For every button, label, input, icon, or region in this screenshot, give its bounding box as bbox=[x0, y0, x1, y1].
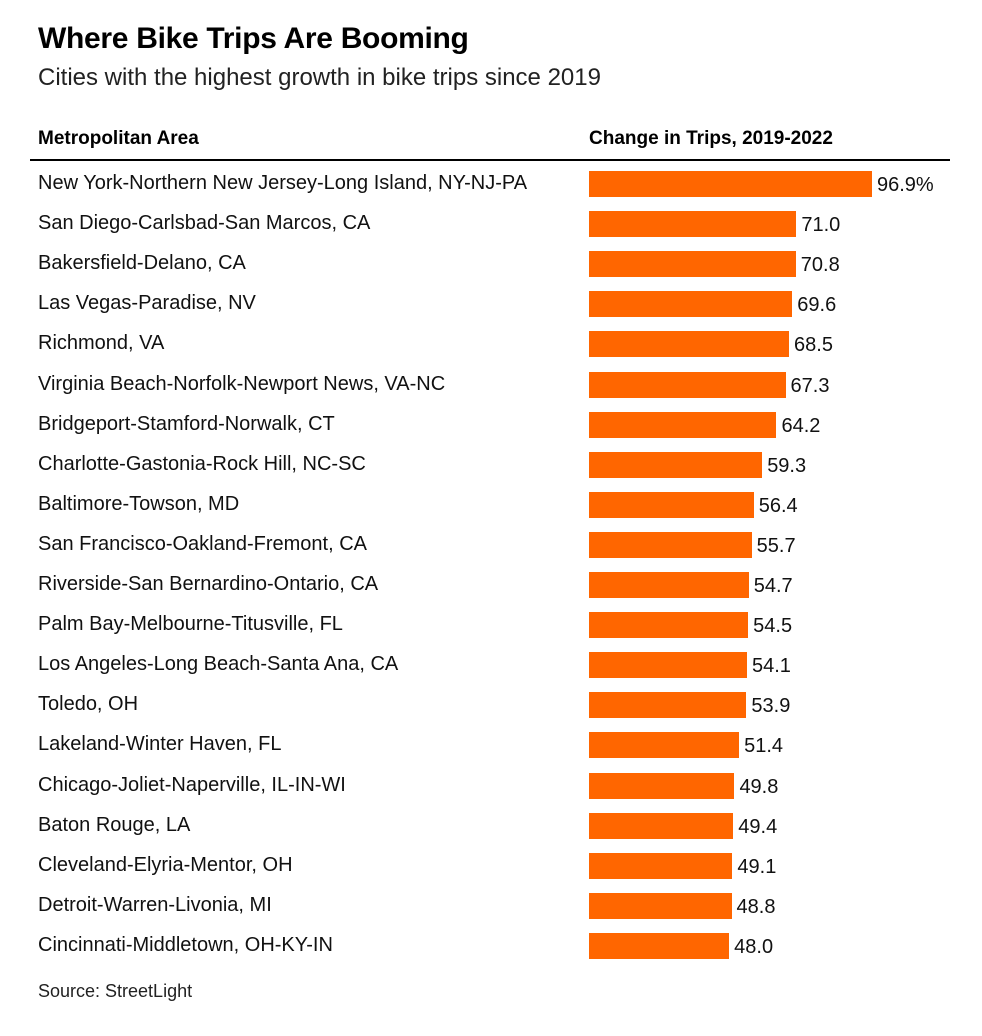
bar bbox=[589, 331, 790, 358]
bar bbox=[589, 692, 747, 719]
metro-area-label: Toledo, OH bbox=[38, 693, 139, 716]
bar bbox=[589, 451, 763, 478]
metro-area-label: Charlotte-Gastonia-Rock Hill, NC-SC bbox=[38, 452, 366, 475]
metro-area-label: Lakeland-Winter Haven, FL bbox=[38, 733, 282, 756]
bar bbox=[589, 531, 752, 558]
metro-area-label: Baltimore-Towson, MD bbox=[38, 492, 240, 515]
value-label: 54.1 bbox=[752, 655, 791, 678]
metro-area-label: Las Vegas-Paradise, NV bbox=[38, 292, 256, 315]
value-label: 55.7 bbox=[756, 534, 796, 557]
table-row: Toledo, OH 53.9 bbox=[0, 691, 982, 731]
table-row: New York-Northern New Jersey-Long Island… bbox=[0, 170, 982, 210]
metro-area-label: San Francisco-Oakland-Fremont, CA bbox=[38, 532, 368, 555]
value-label: 48.8 bbox=[736, 895, 776, 918]
table-row: Baltimore-Towson, MD 56.4 bbox=[0, 491, 982, 531]
metro-area-label: San Diego-Carlsbad-San Marcos, CA bbox=[38, 212, 371, 235]
metro-area-label: Richmond, VA bbox=[38, 332, 165, 355]
metro-area-label: Cincinnati-Middletown, OH-KY-IN bbox=[38, 933, 333, 956]
bar bbox=[589, 291, 793, 318]
chart-subtitle: Cities with the highest growth in bike t… bbox=[38, 64, 601, 91]
chart-title: Where Bike Trips Are Booming bbox=[38, 22, 469, 55]
metro-area-label: Riverside-San Bernardino-Ontario, CA bbox=[38, 573, 379, 595]
value-label: 96.9% bbox=[877, 174, 934, 196]
bar bbox=[589, 892, 732, 919]
source-note: Source: StreetLight bbox=[38, 981, 193, 1001]
value-label: 56.4 bbox=[758, 494, 798, 517]
bar bbox=[589, 652, 747, 679]
table-row: Las Vegas-Paradise, NV 69.6 bbox=[0, 290, 982, 330]
table-row: Lakeland-Winter Haven, FL 51.4 bbox=[0, 731, 982, 771]
bar bbox=[589, 732, 740, 759]
table-row: San Francisco-Oakland-Fremont, CA 55.7 bbox=[0, 531, 982, 571]
table-row: Cleveland-Elyria-Mentor, OH 49.1 bbox=[0, 852, 982, 892]
bar bbox=[589, 251, 796, 278]
value-label: 54.5 bbox=[753, 615, 793, 638]
table-row: Palm Bay-Melbourne-Titusville, FL 54.5 bbox=[0, 611, 982, 651]
header-divider bbox=[30, 159, 950, 161]
bar bbox=[589, 772, 735, 799]
metro-area-label: Chicago-Joliet-Naperville, IL-IN-WI bbox=[38, 773, 346, 796]
bar bbox=[589, 612, 749, 639]
table-row: Bridgeport-Stamford-Norwalk, CT 64.2 bbox=[0, 411, 982, 451]
value-label: 69.6 bbox=[797, 294, 837, 317]
bar bbox=[589, 812, 734, 839]
value-label: 59.3 bbox=[767, 454, 807, 477]
table-row: Virginia Beach-Norfolk-Newport News, VA-… bbox=[0, 371, 982, 411]
metro-area-label: Detroit-Warren-Livonia, MI bbox=[38, 893, 272, 916]
bar bbox=[589, 852, 733, 879]
table-row: Detroit-Warren-Livonia, MI 48.8 bbox=[0, 892, 982, 932]
value-label: 49.8 bbox=[739, 775, 779, 798]
metro-area-label: New York-Northern New Jersey-Long Island… bbox=[38, 172, 528, 194]
value-label: 71.0 bbox=[801, 214, 841, 237]
bar bbox=[589, 171, 872, 197]
value-label: 54.7 bbox=[753, 575, 793, 597]
table-row: Riverside-San Bernardino-Ontario, CA 54.7 bbox=[0, 571, 982, 611]
value-label: 64.2 bbox=[781, 414, 821, 437]
value-label: 51.4 bbox=[744, 735, 784, 758]
bar bbox=[589, 371, 786, 398]
bar bbox=[589, 211, 797, 238]
column-header-change-in-trips: Change in Trips, 2019-2022 bbox=[589, 128, 833, 149]
metro-area-label: Cleveland-Elyria-Mentor, OH bbox=[38, 853, 293, 876]
table-row: San Diego-Carlsbad-San Marcos, CA 71.0 bbox=[0, 210, 982, 250]
metro-area-label: Palm Bay-Melbourne-Titusville, FL bbox=[38, 613, 343, 636]
bar bbox=[589, 411, 777, 438]
table-row: Richmond, VA 68.5 bbox=[0, 330, 982, 370]
value-label: 68.5 bbox=[794, 334, 833, 357]
value-label: 49.1 bbox=[737, 855, 777, 878]
metro-area-label: Virginia Beach-Norfolk-Newport News, VA-… bbox=[38, 372, 446, 395]
metro-area-label: Bridgeport-Stamford-Norwalk, CT bbox=[38, 412, 335, 435]
table-row: Cincinnati-Middletown, OH-KY-IN 48.0 bbox=[0, 932, 982, 972]
metro-area-label: Bakersfield-Delano, CA bbox=[38, 252, 246, 275]
table-row: Los Angeles-Long Beach-Santa Ana, CA 54.1 bbox=[0, 651, 982, 691]
metro-area-label: Los Angeles-Long Beach-Santa Ana, CA bbox=[38, 653, 399, 676]
table-row: Baton Rouge, LA 49.4 bbox=[0, 812, 982, 852]
bar bbox=[589, 572, 749, 598]
table-row: Charlotte-Gastonia-Rock Hill, NC-SC 59.3 bbox=[0, 451, 982, 491]
metro-area-label: Baton Rouge, LA bbox=[38, 813, 191, 836]
value-label: 48.0 bbox=[734, 935, 774, 958]
value-label: 49.4 bbox=[738, 815, 778, 838]
table-row: Bakersfield-Delano, CA 70.8 bbox=[0, 250, 982, 290]
column-header-metropolitan-area: Metropolitan Area bbox=[38, 128, 199, 149]
bar bbox=[589, 491, 754, 518]
value-label: 67.3 bbox=[790, 374, 830, 397]
value-label: 53.9 bbox=[751, 695, 791, 718]
table-row: Chicago-Joliet-Naperville, IL-IN-WI 49.8 bbox=[0, 772, 982, 812]
bar bbox=[589, 932, 730, 959]
value-label: 70.8 bbox=[800, 254, 840, 277]
